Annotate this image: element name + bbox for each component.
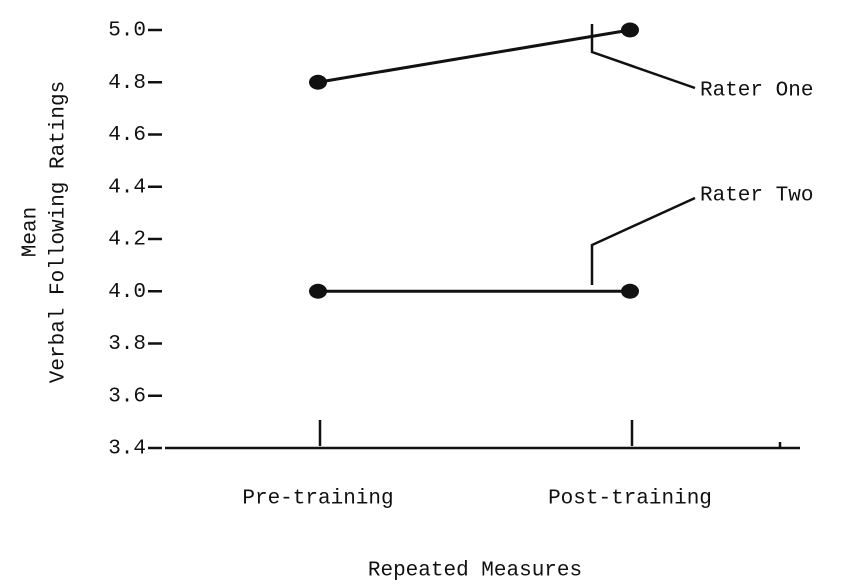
y-tick-label: 3.6 <box>108 385 146 408</box>
leader-line <box>590 196 696 285</box>
y-tick-label: 4.8 <box>108 72 146 95</box>
data-point <box>309 283 327 299</box>
series-line <box>317 28 631 84</box>
x-tick-label: Pre-training <box>242 488 393 511</box>
data-point <box>621 283 639 299</box>
data-point <box>621 22 639 38</box>
leader-line <box>590 24 696 90</box>
y-tick-label: 5.0 <box>108 20 146 43</box>
y-tick-label: 3.8 <box>108 333 146 356</box>
x-tick-label: Post-training <box>548 488 712 511</box>
y-axis-label: Verbal Following Ratings <box>48 81 71 383</box>
y-tick-label: 4.6 <box>108 124 146 147</box>
y-tick-label: 3.4 <box>108 438 146 461</box>
y-tick-label: 4.4 <box>108 176 146 199</box>
x-axis-label: Repeated Measures <box>368 560 582 583</box>
series-label: Rater Two <box>700 185 813 208</box>
y-tick-label: 4.2 <box>108 229 146 252</box>
y-tick-label: 4.0 <box>108 281 146 304</box>
series-label: Rater One <box>700 80 813 103</box>
y-axis-label: Mean <box>20 207 43 257</box>
data-point <box>309 74 327 90</box>
